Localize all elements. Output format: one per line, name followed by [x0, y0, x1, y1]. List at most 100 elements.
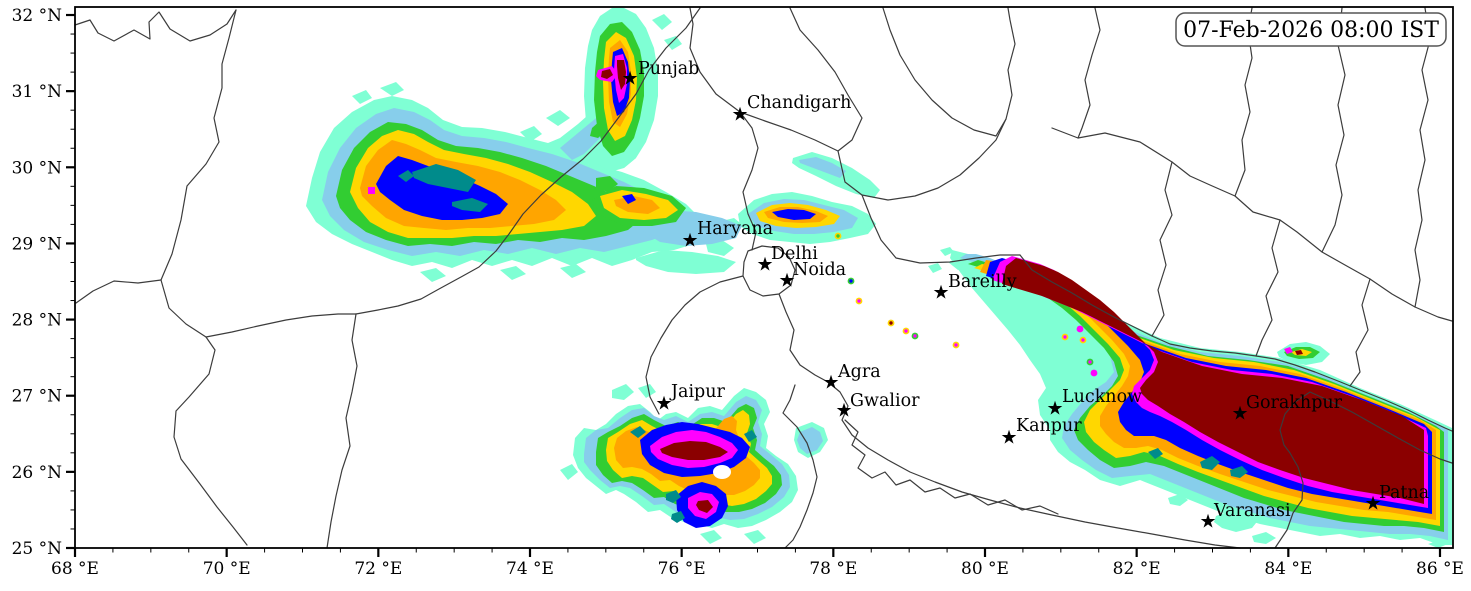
contour-region-aquamarine: [940, 247, 954, 256]
x-tick-label: 76 °E: [658, 559, 706, 579]
x-tick-label: 82 °E: [1113, 559, 1161, 579]
city-star-icon: ★: [1000, 427, 1017, 449]
axis-tick-labels: 68 °E 70 °E 72 °E 74 °E 76 °E 78 °E 80 °E 82 °E…: [12, 6, 1464, 579]
contour-region-darkcyan: [630, 426, 646, 438]
contour-region-darkcyan: [1200, 456, 1220, 470]
city-star-icon: ★: [681, 230, 698, 252]
axis-ticks: [66, 13, 1442, 557]
x-tick-label: 80 °E: [961, 559, 1009, 579]
boundary-line: [739, 7, 863, 152]
contour-speck-core: [1078, 327, 1082, 331]
city-label: Delhi: [771, 244, 818, 264]
x-tick-label: 70 °E: [203, 559, 251, 579]
contour-region-darkcyan: [412, 164, 476, 192]
contour-region-darkcyan: [452, 198, 488, 212]
boundary-line: [882, 7, 1007, 137]
contour-region-aquamarine: [1252, 532, 1276, 544]
boundary-line: [689, 7, 741, 113]
x-tick-label: 86 °E: [1416, 559, 1464, 579]
y-tick-label: 29 °N: [12, 234, 63, 254]
boundary-line: [1151, 161, 1173, 337]
city-star-icon: ★: [1364, 493, 1381, 515]
city-star-icon: ★: [1046, 398, 1063, 420]
boundary-line: [1255, 219, 1281, 357]
boundary-line: [742, 245, 796, 297]
city-label: Varanasi: [1213, 501, 1291, 521]
contour-region-darkcyan: [671, 511, 685, 523]
city-label: Gorakhpur: [1246, 393, 1343, 413]
contour-region-limegreen: [596, 176, 618, 192]
city-label: Chandigarh: [747, 93, 851, 113]
plot-frame: [74, 6, 1454, 549]
contour-region-magenta: [1284, 347, 1293, 354]
contour-region-skyblue: [799, 157, 846, 178]
x-tick-label: 68 °E: [51, 559, 99, 579]
boundary-line: [1077, 7, 1101, 139]
contour-region-darkcyan: [666, 490, 681, 503]
contour-region-darkred: [1295, 350, 1303, 355]
contour-speck-core: [1088, 360, 1092, 364]
boundary-line: [160, 279, 248, 546]
contour-speck-core: [1081, 338, 1085, 342]
contour-region-aquamarine: [560, 464, 578, 480]
boundary-line: [1321, 7, 1346, 253]
contour-region-aquamarine: [744, 530, 766, 544]
state-boundaries: [74, 7, 1453, 549]
contour-speck-core: [857, 299, 861, 303]
boundary-line: [1309, 391, 1453, 464]
contour-region-skyblue: [797, 427, 823, 454]
boundary-line: [782, 384, 818, 549]
city-label: Noida: [793, 260, 846, 280]
city-label: Gwalior: [850, 391, 920, 411]
timestamp-box: 07-Feb-2026 08:00 IST: [1175, 12, 1447, 47]
city-star-icon: ★: [835, 400, 852, 422]
frame-rect: [74, 6, 1454, 549]
contour-region-aquamarine: [560, 264, 586, 278]
contour-region-aquamarine: [520, 126, 542, 142]
x-tick-label: 72 °E: [354, 559, 402, 579]
contour-region-aquamarine: [636, 250, 736, 274]
contour-region-aquamarine: [380, 82, 404, 96]
contour-region-aquamarine: [928, 263, 942, 273]
contour-region-aquamarine: [664, 36, 682, 50]
boundary-line: [1274, 391, 1311, 549]
boundary-line: [160, 9, 237, 281]
city-star-icon: ★: [731, 104, 748, 126]
city-label: Bareilly: [948, 272, 1017, 292]
y-tick-label: 30 °N: [12, 158, 63, 178]
city-star-icon: ★: [822, 372, 839, 394]
city-label: Patna: [1379, 483, 1429, 503]
boundary-line: [355, 7, 701, 315]
contour-speck-core: [954, 343, 958, 347]
y-tick-label: 28 °N: [12, 311, 63, 331]
x-tick-label: 78 °E: [809, 559, 857, 579]
x-tick-label: 84 °E: [1264, 559, 1312, 579]
x-tick-label: 74 °E: [506, 559, 554, 579]
boundary-line: [739, 111, 759, 251]
y-tick-label: 32 °N: [12, 6, 63, 26]
contour-speck-core: [1092, 371, 1096, 375]
boundary-line: [1414, 7, 1431, 308]
boundary-line: [778, 293, 1241, 549]
contour-region-aquamarine: [500, 266, 526, 280]
city-star-icon: ★: [1231, 403, 1248, 425]
contour-region-aquamarine: [546, 110, 570, 126]
city-markers: ★ Punjab★Chandigarh★Haryana★Delhi★Noida★B…: [621, 59, 1429, 533]
city-star-icon: ★: [1199, 511, 1216, 533]
contour-regions: [306, 8, 1452, 548]
contour-region-aquamarine: [700, 530, 722, 544]
contour-speck-core: [836, 234, 840, 238]
y-tick-label: 25 °N: [12, 539, 63, 559]
boundary-line: [1019, 254, 1453, 432]
boundary-line: [844, 419, 1059, 515]
city-star-icon: ★: [621, 68, 638, 90]
timestamp-text: 07-Feb-2026 08:00 IST: [1183, 18, 1439, 43]
boundary-line: [326, 313, 358, 549]
contour-region-blue: [622, 194, 636, 204]
contour-region-darkred: [601, 69, 613, 79]
boundary-line: [75, 279, 162, 304]
city-star-icon: ★: [778, 270, 795, 292]
contour-region-darkred: [617, 60, 626, 90]
